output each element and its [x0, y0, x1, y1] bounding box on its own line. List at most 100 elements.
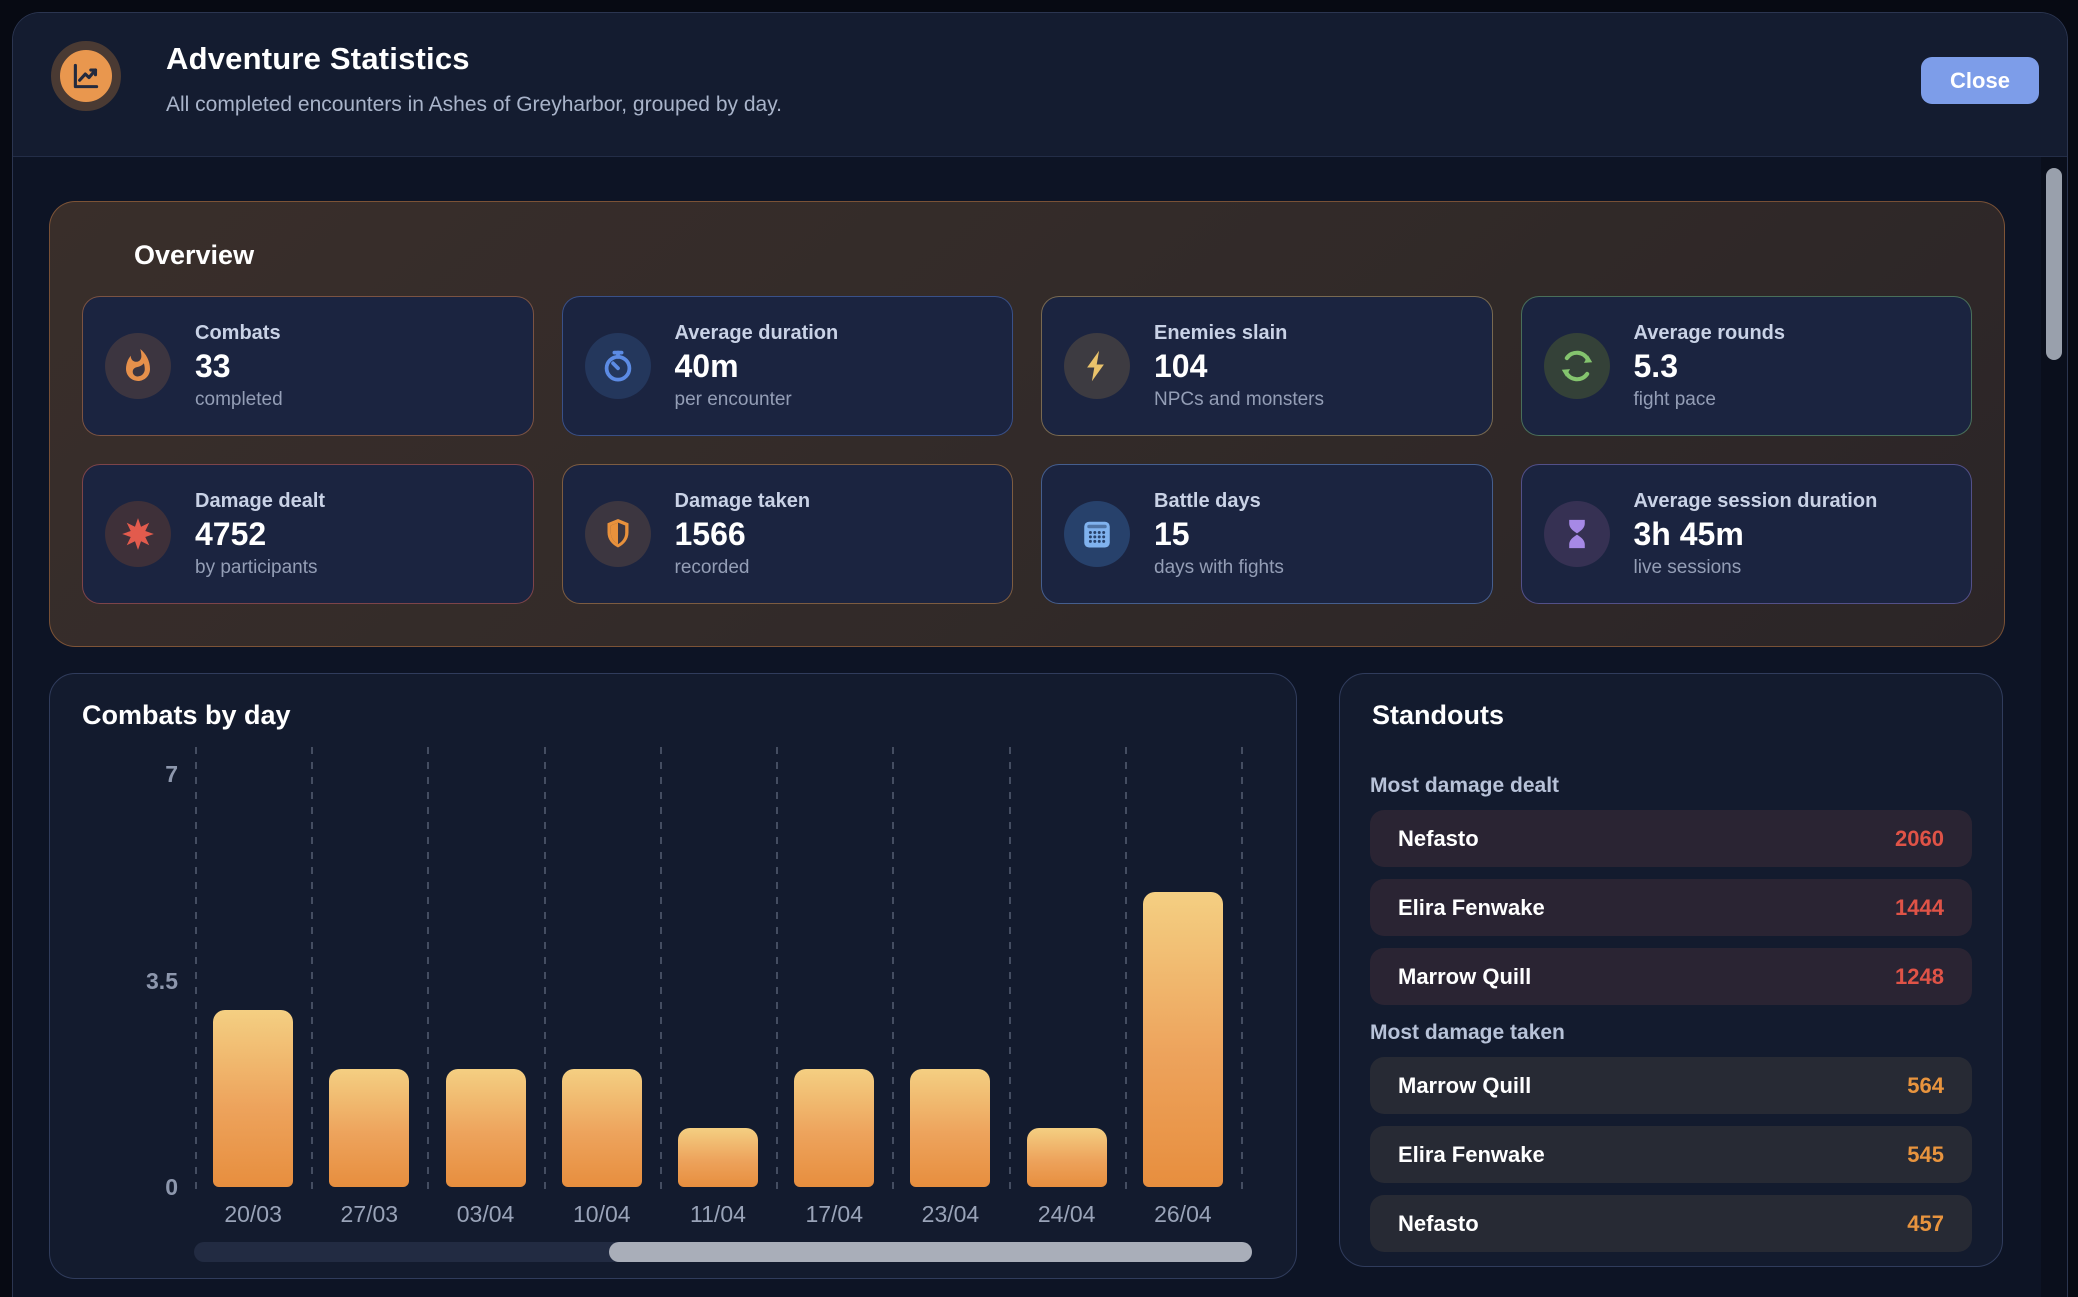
- stat-card-text: Average rounds 5.3 fight pace: [1634, 322, 1786, 411]
- chart-x-tick-label: 24/04: [1037, 1201, 1096, 1227]
- dialog-header: Adventure Statistics All completed encou…: [13, 13, 2067, 157]
- standout-value: 545: [1907, 1141, 1944, 1167]
- standouts-panel: Standouts Most damage dealt Nefasto 2060 El…: [1339, 673, 2003, 1267]
- stat-card-value: 3h 45m: [1633, 515, 1744, 552]
- close-button[interactable]: Close: [1921, 57, 2039, 104]
- chart-gridline: [892, 747, 895, 1195]
- stat-card-text: Enemies slain 104 NPCs and monsters: [1154, 322, 1324, 411]
- page-title: Adventure Statistics: [166, 41, 470, 76]
- standout-name: Elira Fenwake: [1398, 1141, 1545, 1167]
- chart-x-tick-label: 03/04: [456, 1201, 515, 1227]
- chart-y-tick-label: 0: [165, 1174, 178, 1200]
- shield-icon: [584, 501, 651, 567]
- standout-row: Nefasto 2060: [1370, 810, 1972, 867]
- bar-24/04: [1026, 1128, 1107, 1187]
- standout-row: Elira Fenwake 545: [1370, 1126, 1972, 1183]
- standout-row: Marrow Quill 1248: [1370, 948, 1972, 1005]
- chart-gridline: [195, 747, 197, 1195]
- standout-row: Marrow Quill 564: [1370, 1057, 1972, 1114]
- bar-27/03: [329, 1069, 410, 1187]
- chart-horizontal-scrollbar-track[interactable]: [194, 1242, 1252, 1262]
- standout-value: 564: [1907, 1072, 1944, 1098]
- bar-03/04: [445, 1069, 526, 1187]
- stat-card-subtext: by participants: [195, 556, 318, 578]
- stat-card-label: Average session duration: [1633, 489, 1878, 512]
- bar-23/04: [910, 1069, 991, 1187]
- standout-name: Marrow Quill: [1398, 1072, 1532, 1098]
- chart-gridline: [311, 747, 314, 1195]
- dialog-body: Overview Combats 33 completed Average durat…: [13, 157, 2067, 1297]
- stat-card-label: Enemies slain: [1154, 321, 1288, 344]
- stat-card-text: Average duration 40m per encounter: [675, 322, 839, 411]
- overview-title: Overview: [134, 240, 255, 270]
- chart-x-tick-label: 23/04: [921, 1201, 980, 1227]
- page-subtitle: All completed encounters in Ashes of Gre…: [166, 93, 782, 116]
- stat-card-value: 1566: [674, 515, 746, 552]
- stat-card-value: 33: [195, 347, 231, 384]
- chart-x-tick-label: 27/03: [340, 1201, 399, 1227]
- bar-26/04: [1142, 892, 1223, 1187]
- stat-card-text: Battle days 15 days with fights: [1154, 490, 1284, 579]
- chart-gridline: [1008, 747, 1011, 1195]
- stat-card-subtext: per encounter: [674, 388, 792, 410]
- standout-section-label: Most damage dealt: [1370, 774, 1560, 797]
- refresh-icon: [1543, 333, 1610, 399]
- chart-title: Combats by day: [82, 700, 291, 730]
- chart-x-tick-label: 26/04: [1154, 1201, 1212, 1227]
- standout-value: 1248: [1895, 963, 1944, 989]
- bar-10/04: [561, 1069, 642, 1187]
- standouts-title: Standouts: [1372, 700, 1504, 730]
- stat-card-text: Damage dealt 4752 by participants: [195, 490, 325, 579]
- stat-card-subtext: recorded: [674, 556, 750, 578]
- stat-card-damage-dealt: Damage dealt 4752 by participants: [82, 464, 534, 604]
- standout-name: Elira Fenwake: [1398, 894, 1545, 920]
- standout-row: Elira Fenwake 1444: [1370, 879, 1972, 936]
- stat-card-subtext: live sessions: [1633, 556, 1742, 578]
- stat-card-value: 15: [1154, 515, 1190, 552]
- chart-y-tick-label: 7: [165, 761, 178, 787]
- stat-card-combats: Combats 33 completed: [82, 296, 534, 436]
- timer-icon: [584, 333, 651, 399]
- stat-card-value: 4752: [195, 515, 267, 552]
- standout-name: Nefasto: [1398, 1210, 1479, 1236]
- standout-value: 1444: [1895, 894, 1944, 920]
- standout-value: 457: [1907, 1210, 1944, 1236]
- vertical-scrollbar-thumb[interactable]: [2046, 168, 2062, 360]
- standout-name: Nefasto: [1398, 825, 1479, 851]
- stat-card-subtext: NPCs and monsters: [1154, 388, 1325, 410]
- bar-11/04: [678, 1128, 758, 1187]
- stat-card-subtext: days with fights: [1154, 556, 1284, 578]
- stat-card-damage-taken: Damage taken 1566 recorded: [561, 464, 1013, 604]
- standout-name: Marrow Quill: [1398, 963, 1532, 989]
- stat-card-label: Battle days: [1154, 489, 1261, 512]
- chart-gridline: [1124, 747, 1127, 1195]
- calendar-icon: [1064, 501, 1130, 567]
- chart-x-tick-label: 17/04: [805, 1201, 863, 1227]
- chart-y-tick-label: 3.5: [146, 967, 178, 994]
- chart-x-tick-label: 10/04: [572, 1201, 631, 1227]
- stat-card-label: Damage dealt: [195, 489, 326, 512]
- bar-20/03: [213, 1010, 294, 1187]
- chart-horizontal-scrollbar-thumb[interactable]: [609, 1242, 1252, 1262]
- chart-gridline: [1241, 747, 1243, 1195]
- stat-card-text: Average session duration 3h 45m live sessi…: [1634, 490, 1878, 579]
- adventure-statistics-dialog: Adventure Statistics All completed encou…: [12, 12, 2068, 1297]
- stat-card-text: Combats 33 completed: [195, 322, 283, 411]
- lightning-icon: [1064, 333, 1130, 399]
- bar-17/04: [794, 1069, 875, 1187]
- standout-row: Nefasto 457: [1370, 1195, 1972, 1252]
- stat-card-value: 40m: [674, 347, 739, 384]
- stat-card-label: Average rounds: [1633, 321, 1786, 344]
- overview-panel: Overview Combats 33 completed Average durat…: [49, 201, 2005, 647]
- stat-card-average-session-duration: Average session duration 3h 45m live sessi…: [1520, 464, 1972, 604]
- stat-card-value: 104: [1154, 347, 1208, 384]
- stat-card-label: Combats: [195, 321, 281, 344]
- stat-card-enemies-slain: Enemies slain 104 NPCs and monsters: [1041, 296, 1493, 436]
- overview-cards: Combats 33 completed Average duration 40m per…: [82, 296, 1972, 604]
- chart-gridline: [427, 747, 430, 1195]
- stat-card-subtext: completed: [195, 388, 283, 410]
- stat-card-text: Damage taken 1566 recorded: [675, 490, 811, 579]
- standout-section-label: Most damage taken: [1370, 1021, 1565, 1044]
- chart-gridline: [776, 747, 779, 1195]
